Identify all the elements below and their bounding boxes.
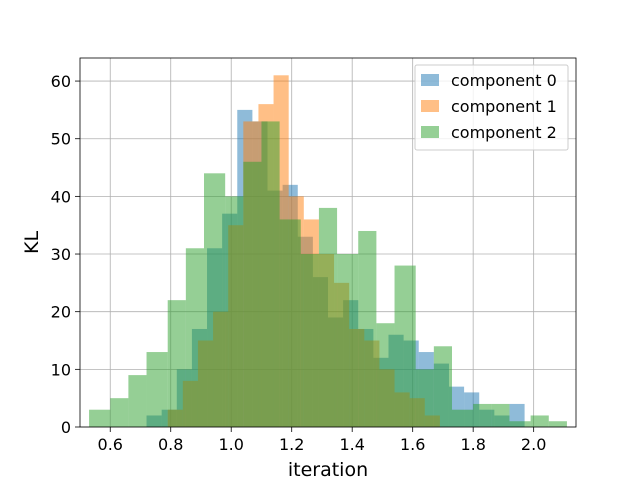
x-axis-label: iteration [288,459,368,480]
histogram-bar [300,254,319,427]
x-axis: 0.6 0.8 1.0 1.2 1.4 1.6 1.8 2.0 [98,427,546,454]
histogram-bar [225,196,244,427]
histogram-bar [433,346,452,427]
y-tick-label: 50 [51,130,71,149]
legend: component 0 component 1 component 2 [414,64,569,151]
histogram-bar [128,375,147,427]
histogram-bar [491,403,510,427]
histogram-bar [509,421,531,427]
y-axis: 0 10 20 30 40 50 60 [51,72,80,437]
histogram-bar [243,161,262,427]
legend-swatch-component-2 [421,126,439,138]
x-tick-label: 2.0 [521,435,546,454]
legend-swatch-component-1 [421,100,439,112]
histogram-bar [337,254,359,427]
y-tick-label: 60 [51,72,71,91]
histogram-bar [530,415,549,427]
x-tick-label: 1.6 [400,435,425,454]
histogram-bar [318,207,338,427]
x-tick-label: 0.6 [98,435,123,454]
histogram-bar [110,398,129,427]
y-tick-label: 40 [51,187,71,206]
legend-box [414,64,569,151]
y-tick-label: 0 [61,418,71,437]
x-tick-label: 1.0 [218,435,243,454]
histogram-bar [279,219,301,427]
histogram-bar [394,265,416,427]
histogram-bar [415,369,434,427]
x-tick-label: 1.8 [460,435,485,454]
histogram-bar [167,300,186,427]
histogram-bar [473,403,492,427]
y-tick-label: 10 [51,360,71,379]
histogram-bar [376,323,395,427]
histogram-bar [89,409,111,427]
x-tick-label: 0.8 [158,435,183,454]
histogram-bar [452,409,474,427]
histogram-bar [358,230,377,427]
x-tick-label: 1.4 [339,435,364,454]
histogram-bar [204,173,226,427]
histogram-bar [261,121,280,427]
bars-layer [89,75,567,427]
y-tick-label: 20 [51,303,71,322]
plot-frame [79,57,577,428]
series-component-2 [89,121,567,427]
histogram-bar [146,352,168,427]
legend-label-component-0: component 0 [451,71,557,90]
y-tick-label: 30 [51,245,71,264]
histogram-bar [185,248,204,427]
legend-label-component-2: component 2 [451,123,557,142]
legend-label-component-1: component 1 [451,97,557,116]
x-tick-label: 1.2 [279,435,304,454]
histogram-bar [548,421,567,427]
legend-swatch-component-0 [421,74,439,86]
y-axis-label: KL [21,231,43,254]
